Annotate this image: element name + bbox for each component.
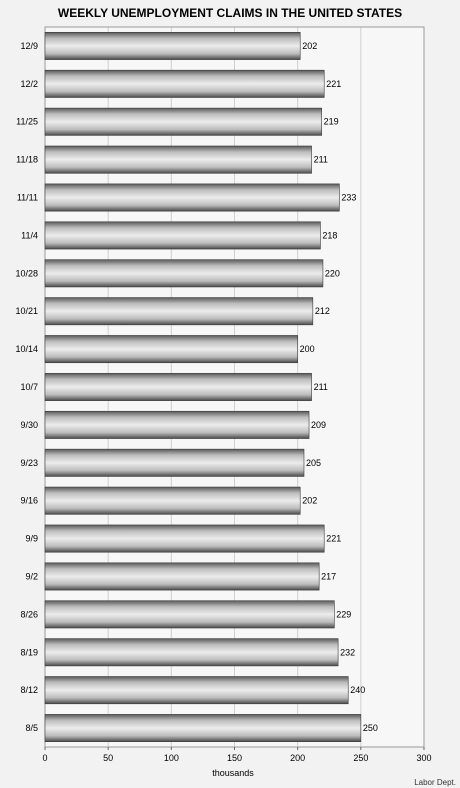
category-label-16: 8/19 [20, 647, 38, 657]
category-label-8: 10/14 [15, 344, 38, 354]
category-label-5: 11/4 [21, 230, 38, 240]
bar-16 [44, 638, 339, 667]
value-label-11: 205 [306, 458, 321, 468]
bar-17 [44, 676, 349, 705]
category-label-12: 9/16 [20, 496, 38, 506]
value-label-7: 212 [315, 306, 330, 316]
bar-1 [44, 69, 325, 98]
bar-9 [44, 373, 312, 401]
value-label-13: 221 [326, 534, 341, 544]
category-label-10: 9/30 [20, 420, 38, 430]
x-tick-label-6: 300 [416, 753, 431, 763]
category-label-11: 9/23 [20, 458, 38, 468]
category-label-9: 10/7 [20, 382, 38, 392]
value-label-1: 221 [326, 79, 341, 89]
category-label-13: 9/9 [25, 534, 38, 544]
x-tick-label-1: 50 [103, 753, 113, 763]
x-tick-label-3: 150 [227, 753, 242, 763]
bar-15 [44, 600, 335, 629]
x-tick-label-4: 200 [290, 753, 305, 763]
value-label-5: 218 [322, 230, 337, 240]
value-label-3: 211 [314, 155, 328, 165]
value-label-12: 202 [302, 496, 317, 506]
x-tick-label-2: 100 [164, 753, 179, 763]
bar-7 [44, 297, 314, 326]
category-label-17: 8/12 [20, 685, 38, 695]
value-label-8: 200 [300, 344, 315, 354]
bar-3 [44, 145, 312, 174]
category-label-18: 8/5 [25, 723, 38, 733]
bar-10 [44, 410, 310, 439]
value-label-9: 211 [314, 382, 328, 392]
category-label-6: 10/28 [15, 268, 38, 278]
bar-0 [44, 32, 301, 60]
value-label-16: 232 [340, 647, 355, 657]
bar-6 [44, 259, 324, 288]
x-tick-label-0: 0 [42, 753, 47, 763]
value-label-6: 220 [325, 268, 340, 278]
category-label-15: 8/26 [20, 609, 38, 619]
value-label-10: 209 [311, 420, 326, 430]
bar-18 [44, 714, 362, 742]
category-label-14: 9/2 [25, 571, 38, 581]
chart-title: WEEKLY UNEMPLOYMENT CLAIMS IN THE UNITED… [58, 6, 402, 20]
category-label-0: 12/9 [20, 41, 38, 51]
bar-12 [44, 486, 301, 515]
category-label-1: 12/2 [20, 79, 38, 89]
x-tick-label-5: 250 [353, 753, 368, 763]
category-label-7: 10/21 [15, 306, 38, 316]
bar-11 [44, 448, 305, 477]
bar-13 [44, 524, 325, 553]
value-label-15: 229 [336, 609, 351, 619]
category-label-4: 11/11 [17, 193, 38, 203]
bar-5 [44, 221, 321, 250]
value-label-2: 219 [324, 117, 339, 127]
category-label-3: 11/18 [16, 155, 38, 165]
value-label-17: 240 [350, 685, 365, 695]
x-axis-label: thousands [212, 768, 254, 778]
value-label-18: 250 [363, 723, 378, 733]
bar-4 [44, 183, 340, 212]
source-note: Labor Dept. [414, 778, 456, 787]
category-label-2: 11/25 [16, 117, 38, 127]
bar-2 [44, 107, 322, 136]
value-label-4: 233 [341, 193, 356, 203]
value-label-14: 217 [321, 571, 336, 581]
bar-8 [44, 335, 298, 364]
bar-14 [44, 562, 320, 591]
value-label-0: 202 [302, 41, 317, 51]
